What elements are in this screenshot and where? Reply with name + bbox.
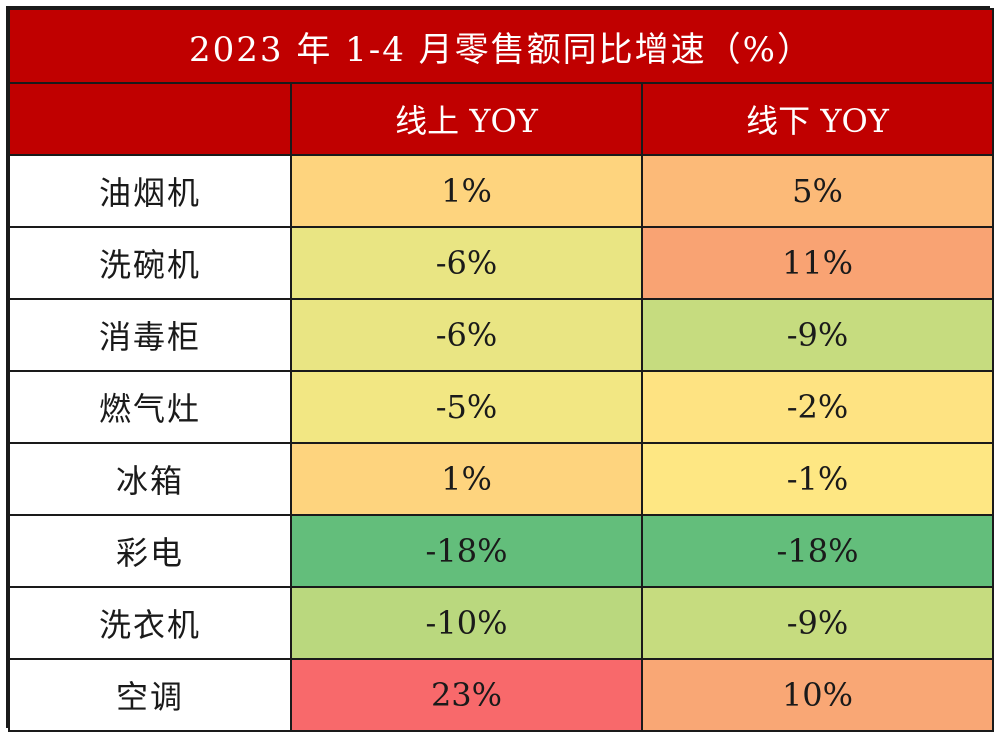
online-yoy-cell: 1%: [290, 154, 643, 228]
online-yoy-cell: 1%: [290, 442, 643, 516]
table-row: 洗衣机 -10% -9%: [8, 586, 994, 660]
table-title: 2023 年 1-4 月零售额同比增速（%）: [8, 8, 994, 84]
row-category: 消毒柜: [8, 298, 292, 372]
row-category: 洗衣机: [8, 586, 292, 660]
online-yoy-cell: -6%: [290, 298, 643, 372]
column-header-online: 线上 YOY: [290, 82, 643, 156]
row-category: 空调: [8, 658, 292, 732]
offline-yoy-cell: -9%: [641, 586, 994, 660]
yoy-table: 2023 年 1-4 月零售额同比增速（%） 线上 YOY 线下 YOY 油烟机…: [8, 8, 994, 732]
table-row: 洗碗机 -6% 11%: [8, 226, 994, 300]
table-row: 冰箱 1% -1%: [8, 442, 994, 516]
table-row: 油烟机 1% 5%: [8, 154, 994, 228]
row-category: 洗碗机: [8, 226, 292, 300]
offline-yoy-cell: -18%: [641, 514, 994, 588]
offline-yoy-cell: -9%: [641, 298, 994, 372]
online-yoy-cell: 23%: [290, 658, 643, 732]
column-header-offline: 线下 YOY: [641, 82, 994, 156]
offline-yoy-cell: 5%: [641, 154, 994, 228]
table-row: 空调 23% 10%: [8, 658, 994, 732]
yoy-table-frame: 2023 年 1-4 月零售额同比增速（%） 线上 YOY 线下 YOY 油烟机…: [6, 6, 994, 732]
row-category: 彩电: [8, 514, 292, 588]
row-category: 燃气灶: [8, 370, 292, 444]
table-row: 燃气灶 -5% -2%: [8, 370, 994, 444]
table-body: 油烟机 1% 5% 洗碗机 -6% 11% 消毒柜 -6% -9% 燃气灶 -5% -2% 冰箱 1% -1…: [8, 154, 994, 732]
offline-yoy-cell: -2%: [641, 370, 994, 444]
table-row: 彩电 -18% -18%: [8, 514, 994, 588]
offline-yoy-cell: -1%: [641, 442, 994, 516]
online-yoy-cell: -18%: [290, 514, 643, 588]
online-yoy-cell: -5%: [290, 370, 643, 444]
row-category: 冰箱: [8, 442, 292, 516]
header-row: 线上 YOY 线下 YOY: [8, 82, 994, 156]
offline-yoy-cell: 11%: [641, 226, 994, 300]
row-category: 油烟机: [8, 154, 292, 228]
offline-yoy-cell: 10%: [641, 658, 994, 732]
title-row: 2023 年 1-4 月零售额同比增速（%）: [8, 8, 994, 84]
table-row: 消毒柜 -6% -9%: [8, 298, 994, 372]
corner-cell: [8, 82, 292, 156]
online-yoy-cell: -10%: [290, 586, 643, 660]
online-yoy-cell: -6%: [290, 226, 643, 300]
